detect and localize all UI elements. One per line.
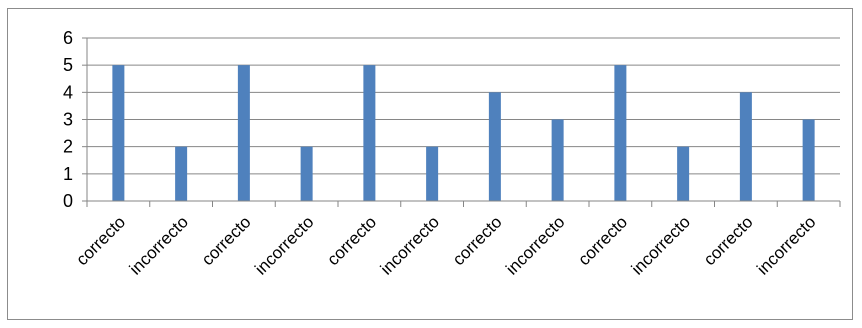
x-category-label: correcto [574,212,631,269]
bar [300,146,313,201]
bar [237,65,250,202]
x-category-label: incorrecto [502,212,568,278]
bar [363,65,376,202]
x-category-label: correcto [198,212,255,269]
bar [802,119,815,201]
x-category-label: incorrecto [628,212,694,278]
bar [426,146,439,201]
y-tick-label: 0 [63,191,73,211]
bar [551,119,564,201]
x-category-label: incorrecto [377,212,443,278]
y-tick-label: 3 [63,110,73,130]
y-tick-label: 1 [63,164,73,184]
bars [112,65,815,202]
x-category-label: incorrecto [126,212,192,278]
x-category-label: correcto [449,212,506,269]
x-category-label: incorrecto [251,212,317,278]
gridlines [87,37,840,175]
x-category-label: incorrecto [753,212,819,278]
y-tick-label: 2 [63,137,73,157]
bar [488,92,501,201]
bar [739,92,752,201]
x-category-label: correcto [323,212,380,269]
bar [677,146,690,201]
axes [82,37,841,207]
x-category-label: correcto [700,212,757,269]
y-tick-label: 5 [63,55,73,75]
bar [614,65,627,202]
x-category-label: correcto [72,212,129,269]
bar [112,65,125,202]
bar [175,146,188,201]
y-tick-label: 4 [63,82,73,102]
y-tick-label: 6 [63,28,73,48]
